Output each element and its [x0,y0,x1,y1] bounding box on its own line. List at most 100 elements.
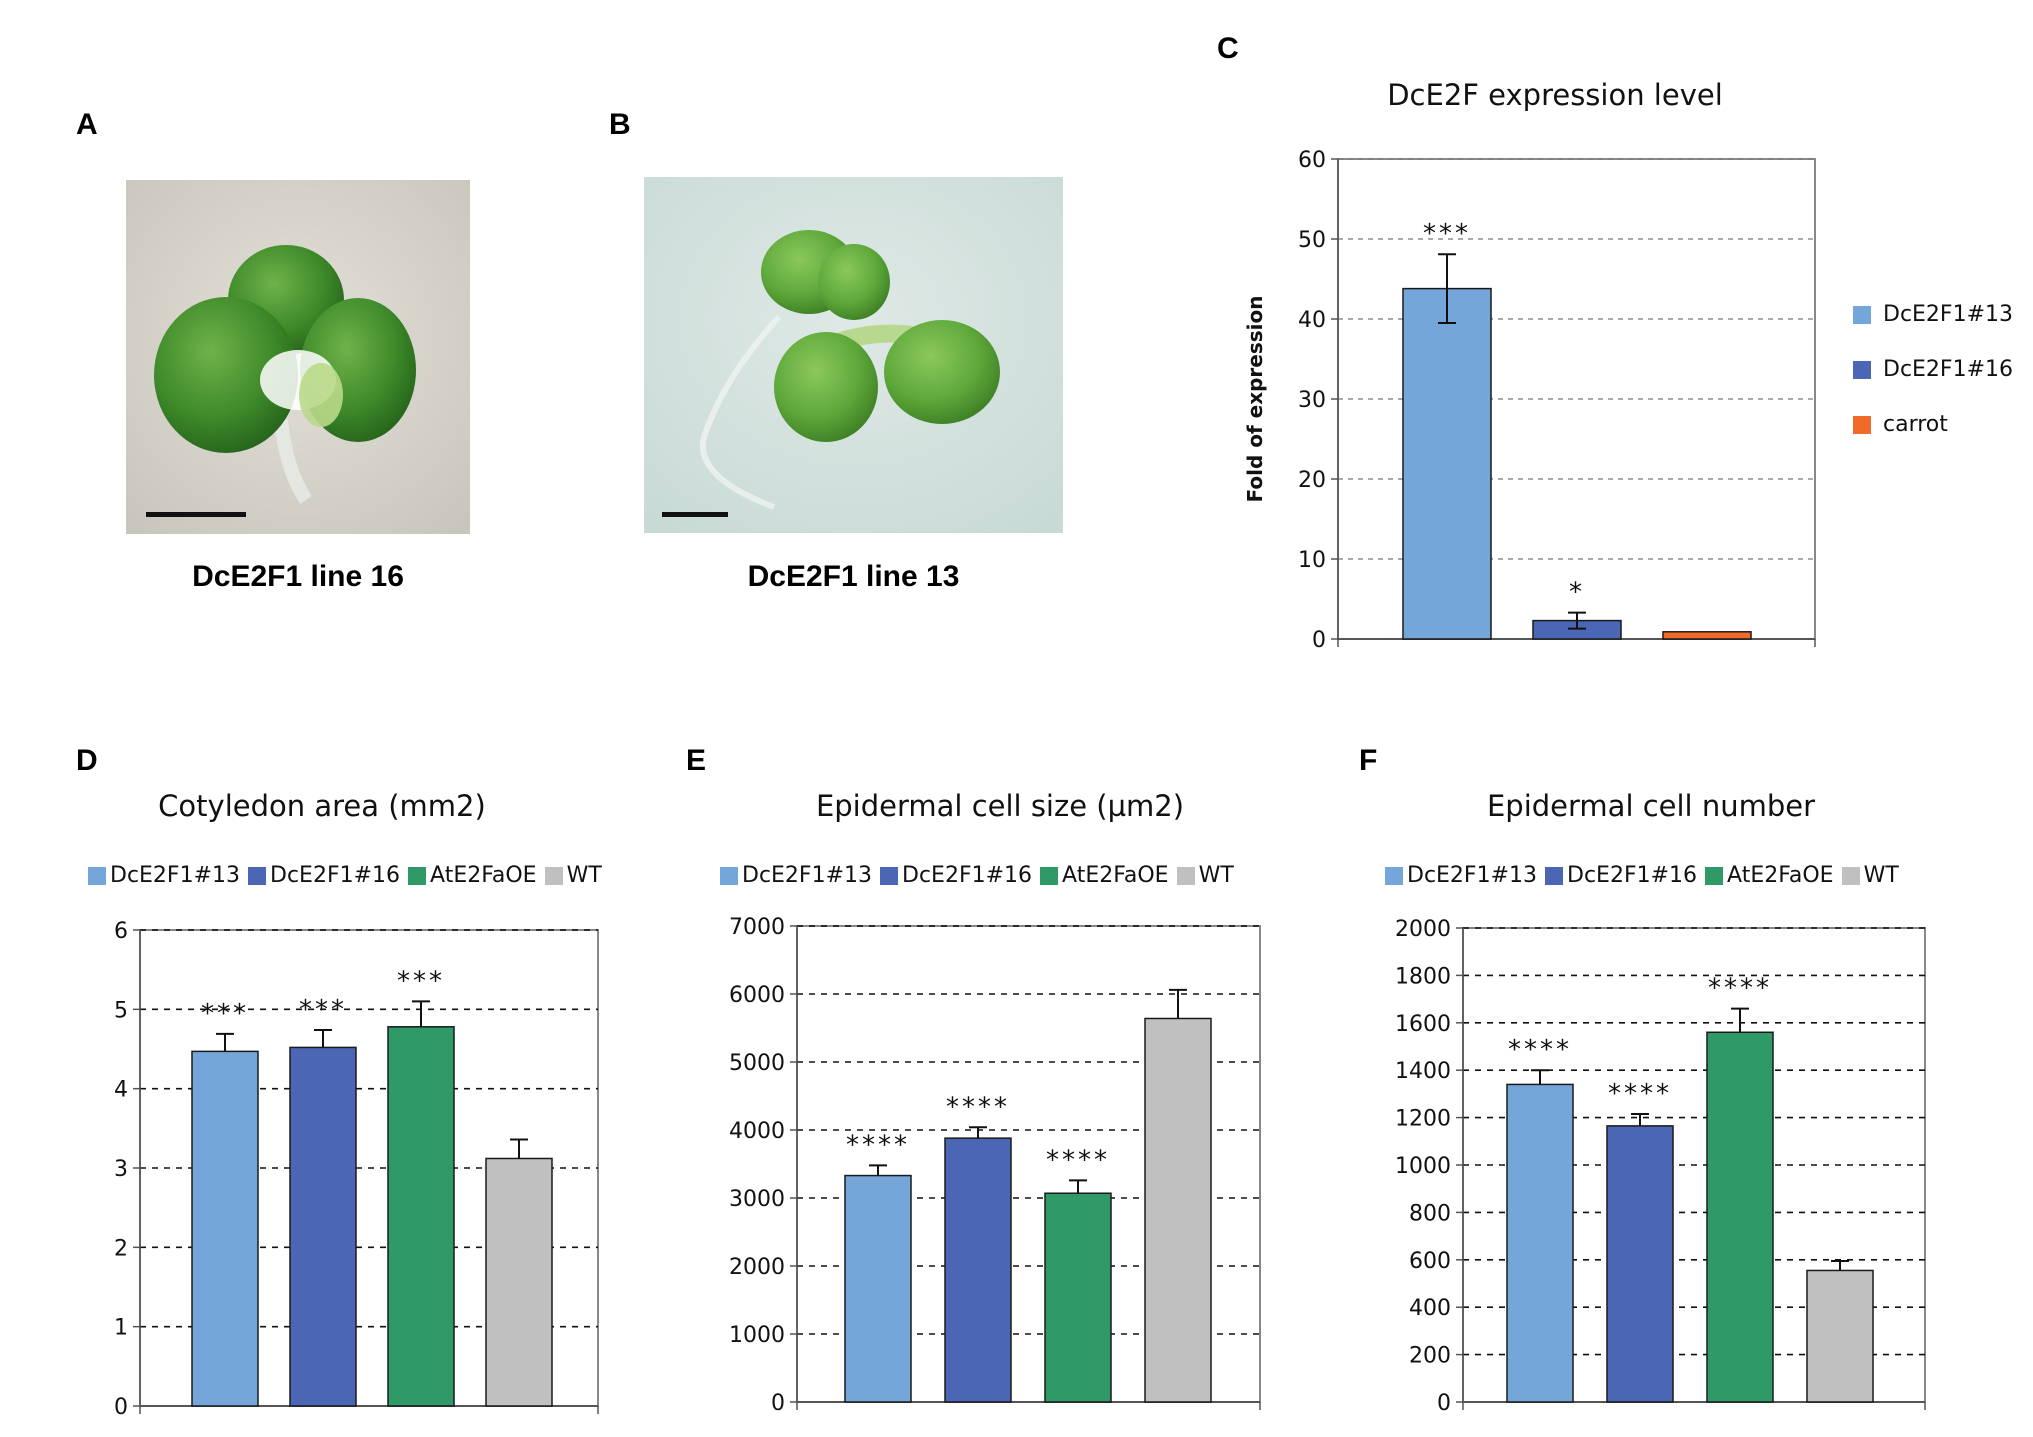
panel-letter-e: E [686,744,707,777]
significance-label: **** [946,1092,1010,1122]
y-tick-label: 4000 [729,1119,785,1144]
legend-swatch [1040,866,1059,885]
legend-label: DcE2F1#13 [1883,302,2014,327]
y-tick-label: 7000 [729,915,785,940]
y-tick-label: 20 [1298,468,1326,493]
bar-carrot [1662,631,1752,640]
legend-swatch [248,866,267,885]
chart-title: Epidermal cell number [1487,789,1815,823]
legend-label: WT [1863,863,1899,888]
chart-e-svg: Epidermal cell size (µm2) 0 1000 2000 3000 40… [729,789,1261,1416]
y-tick-label: 2000 [1395,917,1451,942]
caption-line-16: DcE2F1 line 16 [192,560,404,593]
chart-f-svg: Epidermal cell number 0 200 400 600 800 1000 12… [1395,789,1926,1416]
legend-label: WT [566,863,602,888]
significance-label: **** [1508,1035,1572,1065]
legend-swatch [1853,415,1871,434]
y-tick-label: 1400 [1395,1059,1451,1084]
significance-label: *** [1423,219,1471,249]
y-tick-label: 1200 [1395,1107,1451,1132]
y-tick-label: 5000 [729,1051,785,1076]
legend-e-item-2: DcE2F1#16 [880,863,1032,888]
legend-f-item-3: AtE2FaOE [1705,863,1834,888]
legend-d-item-4: WT [544,863,602,888]
bar-AtE2FaOE [1044,1192,1112,1403]
chart-e: Epidermal cell size (µm2) 0 1000 2000 3000 40… [700,780,1290,1437]
bar-DcE2F1#13 [1506,1083,1574,1403]
legend-swatch [88,866,106,885]
legend-label: DcE2F1#16 [270,863,401,888]
legend-d-item-3: AtE2FaOE [408,863,537,888]
chart-title: DcE2F expression level [1387,78,1723,112]
bar-DcE2F1#13 [191,1050,259,1407]
legend-c-item-3: carrot [1853,397,2013,452]
bar-DcE2F1#16 [289,1046,357,1407]
bar-DcE2F1#16 [944,1137,1012,1403]
y-tick-label: 400 [1409,1296,1451,1321]
chart-c: DcE2F expression level 0 10 20 30 40 50 60 Fold … [1240,65,2033,665]
y-tick-label: 4 [114,1078,128,1103]
seedling-photo-line-16-image [126,180,470,534]
legend-swatch [1176,866,1195,885]
y-tick-label: 0 [771,1391,785,1416]
y-tick-label: 3 [114,1157,128,1182]
legend-label: DcE2F1#13 [742,863,873,888]
y-tick-label: 1 [114,1316,128,1341]
legend-c-item-2: DcE2F1#16 [1853,342,2013,397]
y-tick-label: 1800 [1395,964,1451,989]
legend-swatch [1853,360,1871,379]
significance-label: **** [846,1130,910,1160]
y-tick-label: 6 [114,919,128,944]
panel-letter-f: F [1359,744,1378,777]
legend-swatch [408,866,427,885]
y-tick-label: 0 [1312,628,1326,653]
y-tick-label: 5 [114,998,128,1023]
legend-c: DcE2F1#13 DcE2F1#16 carrot [1853,287,2013,452]
bar-WT [485,1157,553,1407]
legend-swatch [1853,305,1871,324]
legend-f: DcE2F1#13 DcE2F1#16 AtE2FaOE WT [1385,863,1907,888]
y-tick-label: 50 [1298,228,1326,253]
legend-swatch [1705,866,1724,885]
legend-swatch [544,866,563,885]
legend-d: DcE2F1#13 DcE2F1#16 AtE2FaOE WT [88,863,610,888]
legend-label: AtE2FaOE [1062,863,1169,888]
chart-f: Epidermal cell number 0 200 400 600 800 1000 12… [1360,780,2033,1437]
legend-e-item-1: DcE2F1#13 [720,863,872,888]
legend-label: WT [1198,863,1234,888]
seedling-photo-line-13-image [644,177,1063,533]
legend-label: DcE2F1#16 [1567,863,1698,888]
significance-label: **** [1708,974,1772,1004]
legend-e-item-3: AtE2FaOE [1040,863,1169,888]
legend-swatch [880,866,899,885]
legend-label: AtE2FaOE [1727,863,1834,888]
legend-label: AtE2FaOE [430,863,537,888]
legend-f-item-4: WT [1841,863,1899,888]
legend-swatch [1841,866,1860,885]
bar-DcE2F1#16 [1606,1125,1674,1403]
bar-WT [1806,1269,1874,1403]
significance-label: **** [1046,1145,1110,1175]
y-tick-label: 40 [1298,308,1326,333]
legend-label: DcE2F1#16 [1883,357,2014,382]
bar-DcE2F1#13 [844,1174,912,1403]
legend-d-item-1: DcE2F1#13 [88,863,240,888]
significance-label: *** [201,999,249,1029]
y-tick-label: 200 [1409,1344,1451,1369]
legend-label: DcE2F1#13 [110,863,241,888]
significance-label: **** [1608,1079,1672,1109]
y-tick-label: 60 [1298,148,1326,173]
y-axis-label: Fold of expression [1243,296,1267,503]
y-tick-label: 1000 [1395,1154,1451,1179]
y-tick-label: 0 [114,1395,128,1420]
y-tick-label: 2 [114,1236,128,1261]
seedling-photo-line-16 [126,180,470,534]
y-tick-label: 1000 [729,1323,785,1348]
chart-title: Epidermal cell size (µm2) [816,789,1184,823]
y-tick-label: 10 [1298,548,1326,573]
panel-letter-c: C [1217,32,1239,65]
panel-letter-d: D [76,744,98,777]
panel-letter-b: B [609,108,631,141]
panel-letter-a: A [76,108,98,141]
legend-swatch [1545,866,1564,885]
